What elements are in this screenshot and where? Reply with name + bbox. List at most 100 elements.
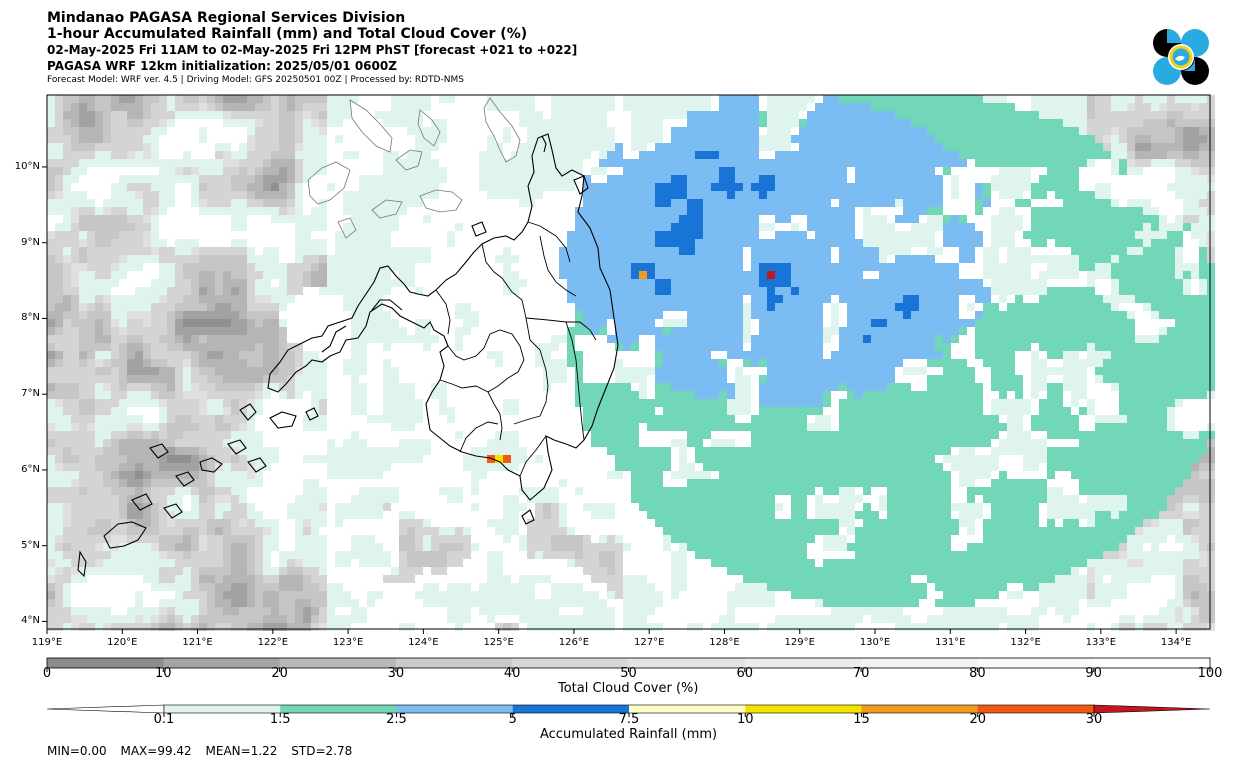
field-cell: [287, 223, 295, 231]
field-cell: [263, 127, 271, 135]
field-cell: [487, 223, 495, 231]
field-cell: [1143, 287, 1151, 295]
field-cell: [135, 303, 143, 311]
field-cell: [1111, 335, 1119, 343]
field-cell: [487, 287, 495, 295]
field-cell: [551, 215, 559, 223]
field-cell: [887, 263, 895, 271]
field-cell: [143, 303, 151, 311]
field-cell: [1015, 167, 1023, 175]
field-cell: [391, 287, 399, 295]
field-cell: [1087, 159, 1095, 167]
field-cell: [559, 95, 567, 103]
field-cell: [327, 247, 335, 255]
field-cell: [519, 103, 527, 111]
field-cell: [103, 327, 111, 335]
field-cell: [495, 223, 503, 231]
field-cell: [199, 351, 207, 359]
field-cell: [271, 255, 279, 263]
field-cell: [1063, 151, 1071, 159]
field-cell: [551, 103, 559, 111]
field-cell: [383, 279, 391, 287]
field-cell: [871, 127, 879, 135]
field-cell: [839, 119, 847, 127]
field-cell: [519, 343, 527, 351]
field-cell: [975, 255, 983, 263]
field-cell: [375, 167, 383, 175]
field-cell: [943, 319, 951, 327]
field-cell: [943, 159, 951, 167]
field-cell: [703, 159, 711, 167]
field-cell: [671, 167, 679, 175]
field-cell: [1023, 343, 1031, 351]
field-cell: [503, 343, 511, 351]
field-cell: [767, 351, 775, 359]
field-cell: [695, 167, 703, 175]
field-cell: [1119, 143, 1127, 151]
field-cell: [175, 159, 183, 167]
field-cell: [151, 367, 159, 375]
field-cell: [1071, 103, 1079, 111]
field-cell: [1151, 95, 1159, 103]
field-cell: [79, 135, 87, 143]
field-cell: [127, 271, 135, 279]
field-cell: [79, 343, 87, 351]
field-cell: [63, 183, 71, 191]
field-cell: [311, 351, 319, 359]
field-cell: [215, 183, 223, 191]
field-cell: [167, 231, 175, 239]
field-cell: [951, 183, 959, 191]
field-cell: [783, 351, 791, 359]
field-cell: [983, 311, 991, 319]
field-cell: [143, 103, 151, 111]
field-cell: [55, 135, 63, 143]
field-cell: [631, 119, 639, 127]
field-cell: [831, 199, 839, 207]
field-cell: [263, 215, 271, 223]
field-cell: [887, 295, 895, 303]
field-cell: [895, 247, 903, 255]
field-cell: [103, 199, 111, 207]
field-cell: [319, 287, 327, 295]
field-cell: [79, 327, 87, 335]
field-cell: [159, 319, 167, 327]
field-cell: [79, 335, 87, 343]
field-cell: [95, 247, 103, 255]
field-cell: [967, 135, 975, 143]
field-cell: [63, 311, 71, 319]
field-cell: [399, 335, 407, 343]
field-cell: [815, 127, 823, 135]
field-cell: [175, 191, 183, 199]
field-cell: [295, 103, 303, 111]
field-cell: [743, 287, 751, 295]
field-cell: [607, 223, 615, 231]
field-cell: [455, 263, 463, 271]
field-cell: [271, 215, 279, 223]
field-cell: [431, 311, 439, 319]
field-cell: [1143, 223, 1151, 231]
field-cell: [543, 327, 551, 335]
field-cell: [751, 215, 759, 223]
field-cell: [551, 359, 559, 367]
field-cell: [503, 295, 511, 303]
field-cell: [831, 303, 839, 311]
field-cell: [519, 247, 527, 255]
field-cell: [775, 231, 783, 239]
field-cell: [215, 175, 223, 183]
field-cell: [375, 319, 383, 327]
field-cell: [823, 343, 831, 351]
field-cell: [1175, 183, 1183, 191]
field-cell: [423, 319, 431, 327]
field-cell: [1143, 175, 1151, 183]
field-cell: [111, 239, 119, 247]
field-cell: [935, 183, 943, 191]
field-cell: [143, 151, 151, 159]
field-cell: [287, 151, 295, 159]
field-cell: [1119, 103, 1127, 111]
field-cell: [399, 103, 407, 111]
field-cell: [63, 167, 71, 175]
field-cell: [583, 159, 591, 167]
field-cell: [895, 343, 903, 351]
field-cell: [991, 279, 999, 287]
field-cell: [47, 175, 55, 183]
